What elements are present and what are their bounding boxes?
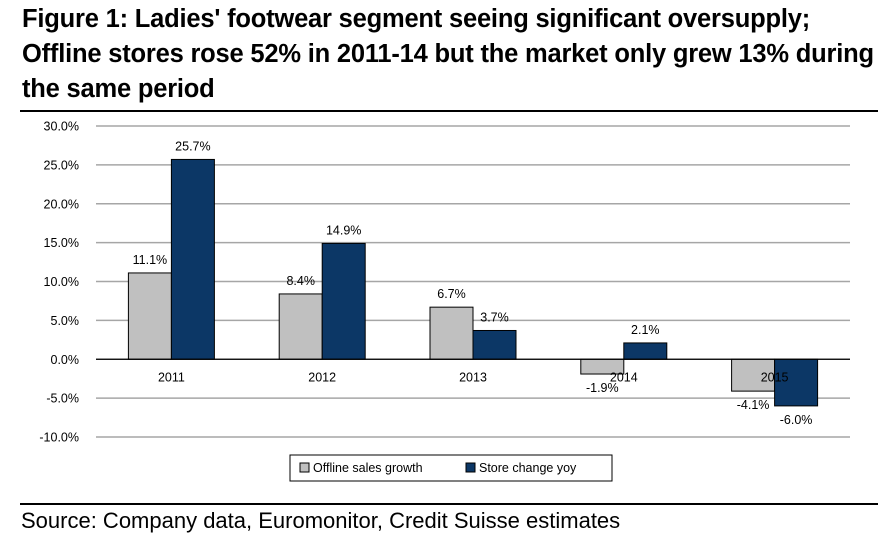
offline-sales-bar [731, 358, 776, 392]
offline-sales-bar [127, 272, 172, 360]
data-labels: 11.1% 25.7% 8.4% 14.9% 6.7% 3.7% -1.9% 2.1% -4.1… [133, 139, 813, 426]
y-tick-label: 25.0% [44, 158, 79, 172]
store-change-bar [170, 158, 215, 360]
y-axis-tick-labels: 30.0% 25.0% 20.0% 15.0% 10.0% 5.0% 0.0% -5.0% -1… [39, 120, 79, 445]
bars [127, 158, 819, 407]
source-note: Source: Company data, Euromonitor, Credi… [21, 508, 621, 533]
top-rule [20, 110, 878, 112]
data-label: 8.4% [286, 274, 315, 288]
bar-chart: 30.0% 25.0% 20.0% 15.0% 10.0% 5.0% 0.0% -5.0% -1… [39, 120, 850, 482]
y-tick-label: 30.0% [44, 120, 79, 134]
store-change-bar [321, 242, 366, 360]
y-tick-label: 0.0% [51, 353, 80, 367]
title-line-2: Offline stores rose 52% in 2011-14 but t… [22, 40, 874, 68]
offline-sales-bar [429, 306, 474, 360]
data-label: 25.7% [175, 139, 210, 153]
legend-swatch [299, 462, 310, 473]
offline-sales-bar [278, 293, 323, 360]
y-tick-label: 20.0% [44, 197, 79, 211]
x-tick-label: 2013 [459, 370, 487, 384]
y-tick-label: -5.0% [46, 392, 79, 406]
gridlines [96, 125, 850, 438]
title-line-3: the same period [22, 75, 215, 103]
legend-label: Offline sales growth [313, 461, 423, 475]
y-tick-label: 10.0% [44, 275, 79, 289]
legend-swatch [465, 462, 476, 473]
x-tick-label: 2011 [158, 370, 185, 384]
bottom-rule [20, 503, 878, 505]
data-label: 14.9% [326, 223, 361, 237]
store-change-bar [472, 329, 517, 360]
data-label: 6.7% [437, 287, 466, 301]
x-tick-label: 2014 [610, 370, 638, 384]
store-change-bar [623, 342, 668, 360]
data-label: 11.1% [133, 253, 168, 267]
store-change-bar [774, 358, 819, 407]
data-label: 2.1% [631, 323, 660, 337]
data-label: -6.0% [780, 413, 813, 427]
y-tick-label: 15.0% [44, 236, 79, 250]
x-tick-label: 2015 [761, 370, 789, 384]
figure-title: Figure 1: Ladies' footwear segment seein… [22, 2, 877, 107]
data-label: -4.1% [737, 398, 770, 412]
legend: Offline sales growth Store change yoy [289, 454, 613, 482]
y-tick-label: 5.0% [51, 314, 80, 328]
data-label: 3.7% [480, 310, 509, 324]
data-label: -1.9% [586, 381, 619, 395]
legend-label: Store change yoy [479, 461, 577, 475]
legend-box [289, 454, 613, 482]
x-axis-tick-labels: 2011 2012 2013 2014 2015 [158, 370, 789, 384]
title-line-1: Figure 1: Ladies' footwear segment seein… [22, 5, 810, 33]
y-tick-label: -10.0% [39, 431, 79, 445]
x-tick-label: 2012 [308, 370, 336, 384]
